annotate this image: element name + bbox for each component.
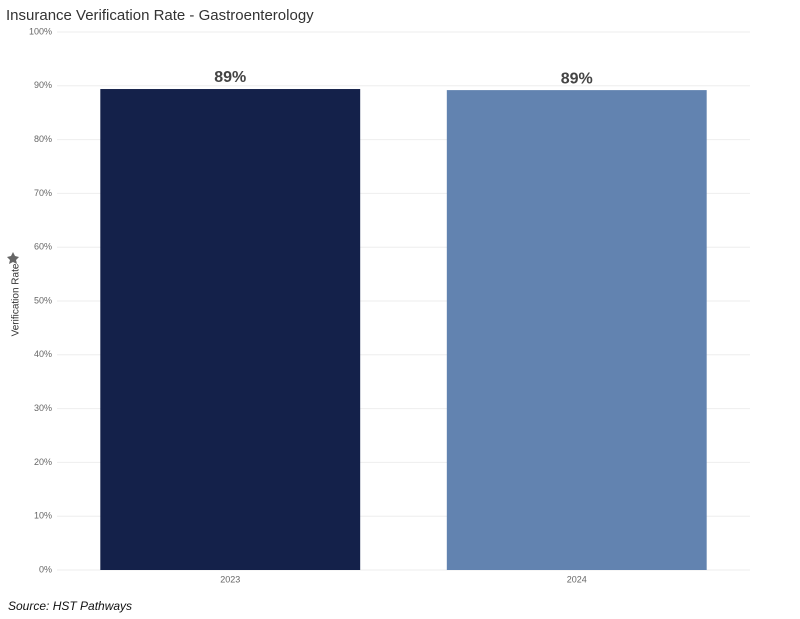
axis-icon	[7, 252, 19, 264]
chart-title: Insurance Verification Rate - Gastroente…	[6, 7, 314, 24]
source-note: Source: HST Pathways	[8, 599, 132, 613]
y-tick-label: 50%	[34, 295, 52, 305]
bar	[446, 90, 707, 570]
x-tick-label: 2023	[220, 574, 240, 584]
y-tick-label: 70%	[34, 188, 52, 198]
bar	[100, 89, 361, 570]
x-tick-label: 2024	[567, 574, 587, 584]
y-axis-label: Verification Rate	[11, 263, 22, 336]
y-tick-label: 0%	[39, 564, 52, 574]
y-tick-label: 20%	[34, 457, 52, 467]
y-tick-label: 30%	[34, 403, 52, 413]
y-tick-label: 60%	[34, 242, 52, 252]
y-tick-label: 10%	[34, 511, 52, 521]
data-label: 89%	[214, 69, 246, 86]
data-label: 89%	[561, 70, 593, 87]
y-tick-label: 40%	[34, 349, 52, 359]
y-tick-label: 80%	[34, 134, 52, 144]
y-tick-label: 90%	[34, 80, 52, 90]
y-tick-label: 100%	[29, 26, 52, 36]
